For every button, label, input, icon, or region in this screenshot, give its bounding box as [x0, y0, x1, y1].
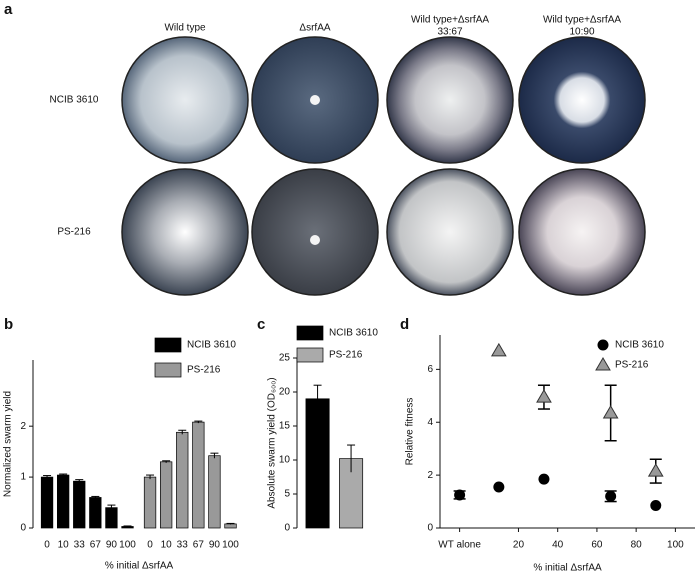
x-tick-label: 67 — [193, 540, 205, 551]
legend-marker — [296, 325, 324, 341]
legend-marker — [595, 357, 611, 371]
panel-label: a — [4, 1, 13, 18]
plate-image — [121, 36, 249, 164]
x-tick-label: 10 — [58, 540, 70, 551]
y-axis-label: Relative fitness — [405, 398, 416, 466]
point — [536, 389, 552, 403]
column-header: ΔsrfAA — [299, 23, 330, 34]
x-axis-label: % initial ΔsrfAA — [533, 563, 602, 574]
bar — [224, 523, 237, 529]
x-tick-label: 0 — [147, 540, 153, 551]
x-tick-label: 20 — [513, 540, 525, 551]
x-tick-label: 10 — [161, 540, 173, 551]
x-tick-label: 100 — [222, 540, 239, 551]
x-tick-label: 33 — [177, 540, 189, 551]
y-axis-label: Normalized swarm yield — [3, 391, 14, 497]
legend-label: NCIB 3610 — [329, 328, 378, 339]
panel-label: b — [4, 316, 13, 333]
point — [490, 342, 507, 357]
colony — [310, 235, 320, 245]
legend-marker — [154, 362, 182, 378]
column-ratio: 10:90 — [569, 27, 594, 38]
point — [602, 405, 619, 419]
column-header: Wild type+ΔsrfAA — [411, 15, 489, 26]
column-header: Wild type — [164, 23, 206, 34]
row-label: PS-216 — [57, 227, 91, 238]
x-tick-label: 67 — [90, 540, 102, 551]
plate-image — [386, 36, 514, 164]
y-tick-label: 4 — [427, 417, 433, 428]
plate-image — [386, 168, 514, 296]
bar — [73, 480, 86, 529]
point — [538, 473, 550, 485]
x-tick-label: 90 — [106, 540, 118, 551]
point — [650, 500, 662, 512]
bar — [176, 431, 189, 529]
bar — [208, 455, 221, 529]
legend-label: PS-216 — [329, 350, 363, 361]
y-tick-label: 6 — [427, 364, 433, 375]
y-tick-label: 2 — [427, 470, 433, 481]
x-tick-label: 0 — [44, 540, 50, 551]
plate-image — [251, 168, 379, 296]
x-tick-label: 100 — [119, 540, 136, 551]
point — [605, 490, 617, 502]
y-tick-label: 0 — [20, 523, 26, 534]
y-tick-label: 15 — [279, 421, 291, 432]
plate-image — [121, 168, 249, 296]
legend-marker — [154, 337, 182, 353]
x-tick-label: WT alone — [438, 540, 481, 551]
x-tick-label: 100 — [667, 540, 684, 551]
x-axis-label: % initial ΔsrfAA — [105, 561, 174, 572]
y-tick-label: 10 — [279, 455, 291, 466]
bar — [192, 421, 205, 529]
plate-image — [518, 36, 646, 164]
x-tick-label: 40 — [552, 540, 564, 551]
y-tick-label: 0 — [427, 523, 433, 534]
x-tick-label: 80 — [631, 540, 643, 551]
point — [493, 481, 505, 493]
bar — [56, 474, 70, 529]
bar — [305, 398, 330, 529]
bar — [89, 497, 102, 529]
legend-label: PS-216 — [187, 365, 221, 376]
column-ratio: 33:67 — [437, 27, 462, 38]
legend-label: PS-216 — [615, 360, 649, 371]
y-tick-label: 5 — [284, 489, 290, 500]
panel-label: c — [257, 316, 265, 333]
x-tick-label: 90 — [209, 540, 221, 551]
bar — [105, 507, 118, 529]
colony — [310, 95, 320, 105]
bar — [159, 461, 173, 529]
legend-marker — [296, 347, 324, 363]
bar — [40, 476, 54, 529]
point — [647, 463, 664, 477]
row-label: NCIB 3610 — [50, 95, 99, 106]
y-tick-label: 1 — [20, 472, 26, 483]
column-header: Wild type+ΔsrfAA — [543, 15, 621, 26]
y-tick-label: 20 — [279, 387, 291, 398]
y-tick-label: 2 — [20, 421, 26, 432]
plate-image — [518, 168, 646, 296]
x-tick-label: 33 — [74, 540, 86, 551]
legend-label: NCIB 3610 — [615, 340, 664, 351]
point — [454, 489, 466, 501]
y-axis-label: Absolute swarm yield (OD₆₀₀) — [267, 377, 278, 508]
legend-marker — [597, 339, 609, 351]
bar — [143, 476, 157, 529]
x-tick-label: 60 — [591, 540, 603, 551]
legend-label: NCIB 3610 — [187, 340, 236, 351]
panel-label: d — [400, 316, 409, 333]
y-tick-label: 0 — [284, 523, 290, 534]
y-tick-label: 25 — [279, 353, 291, 364]
